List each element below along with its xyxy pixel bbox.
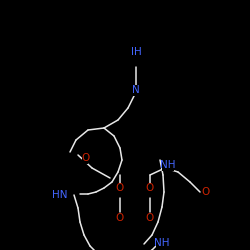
Text: O: O [201,187,209,197]
Text: O: O [146,183,154,193]
Text: N: N [132,85,140,95]
FancyBboxPatch shape [202,186,208,198]
FancyBboxPatch shape [133,84,139,96]
Text: O: O [116,213,124,223]
FancyBboxPatch shape [130,46,142,58]
Text: NH: NH [160,160,176,170]
FancyBboxPatch shape [147,212,153,224]
Text: HN: HN [52,190,68,200]
Text: O: O [116,183,124,193]
Text: NH: NH [154,238,170,248]
FancyBboxPatch shape [117,182,123,194]
Text: IH: IH [130,47,141,57]
FancyBboxPatch shape [54,190,66,200]
FancyBboxPatch shape [156,238,168,248]
FancyBboxPatch shape [147,182,153,194]
Text: O: O [81,153,89,163]
FancyBboxPatch shape [162,160,174,170]
FancyBboxPatch shape [117,212,123,224]
FancyBboxPatch shape [82,152,88,164]
Text: O: O [146,213,154,223]
